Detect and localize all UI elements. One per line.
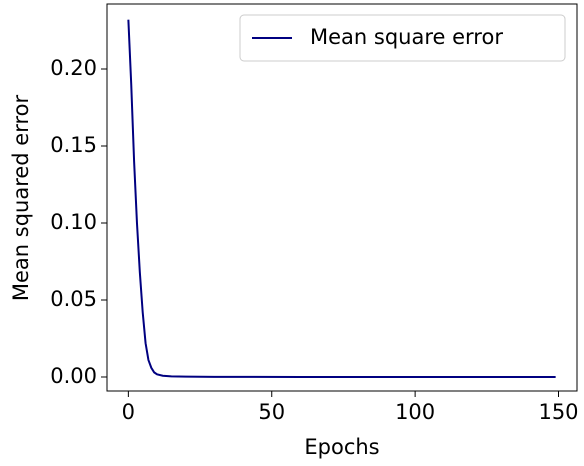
y-tick-label: 0.05 bbox=[50, 287, 97, 311]
x-tick-label: 0 bbox=[122, 400, 135, 424]
line bbox=[127, 19, 556, 378]
x-tick-label: 150 bbox=[538, 400, 578, 424]
plot-frame bbox=[106, 3, 578, 392]
y-tick-label: 0.10 bbox=[50, 210, 97, 234]
y-axis-label: Mean squared error bbox=[9, 94, 33, 301]
x-tick-label: 100 bbox=[395, 400, 435, 424]
y-tick-label: 0.00 bbox=[50, 364, 97, 388]
legend-box bbox=[239, 14, 566, 62]
y-tick-label: 0.20 bbox=[50, 56, 97, 80]
x-axis-label: Epochs bbox=[304, 435, 379, 459]
y-tick-label: 0.15 bbox=[50, 133, 97, 157]
x-tick-label: 50 bbox=[258, 400, 285, 424]
legend-label: Mean square error bbox=[310, 25, 503, 49]
